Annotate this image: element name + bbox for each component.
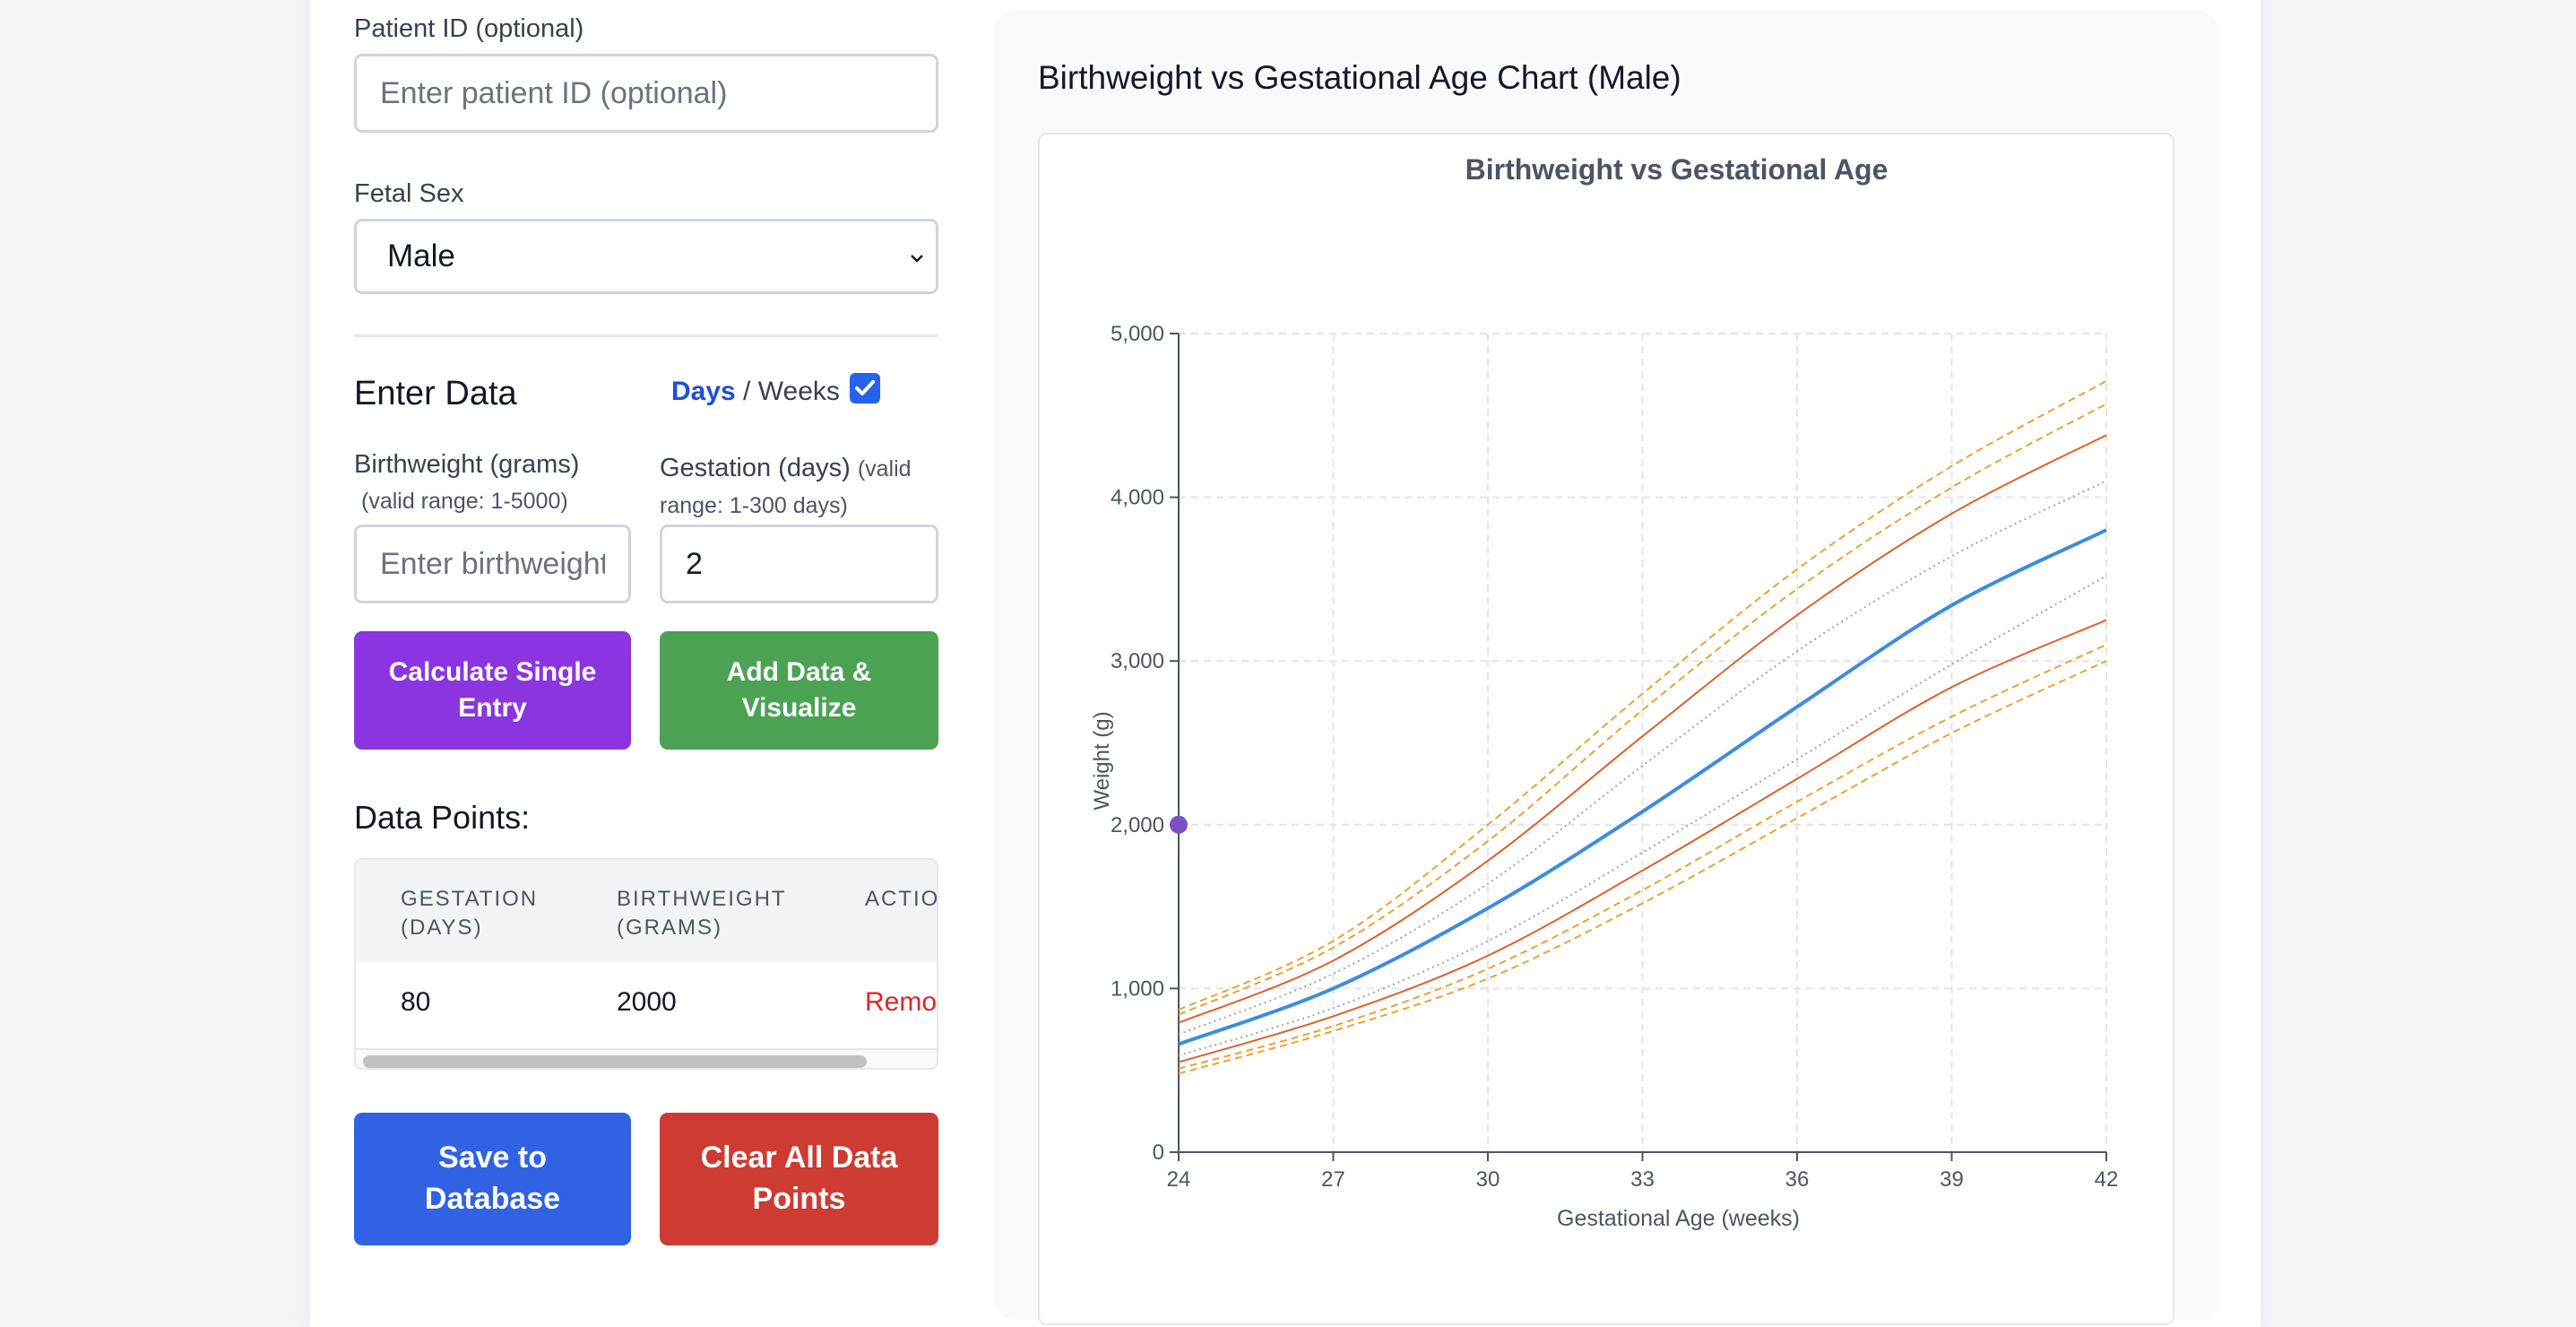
header-birthweight: BIRTHWEIGHT (GRAMS) bbox=[617, 885, 787, 943]
toggle-weeks-label: Weeks bbox=[757, 377, 840, 406]
gestation-label: Gestation (days) (valid range: 1-300 day… bbox=[660, 450, 947, 524]
y-tick-label: 2,000 bbox=[1111, 813, 1164, 837]
birthweight-hint: (valid range: 1-5000) bbox=[361, 489, 568, 514]
y-tick-label: 3,000 bbox=[1111, 649, 1164, 673]
days-weeks-checkbox[interactable] bbox=[850, 373, 880, 403]
y-tick-label: 1,000 bbox=[1111, 976, 1164, 1001]
calculate-button-line2: Entry bbox=[458, 693, 527, 723]
fetal-sex-value: Male bbox=[387, 239, 455, 273]
y-tick-label: 4,000 bbox=[1111, 486, 1164, 510]
chevron-down-icon bbox=[911, 255, 923, 263]
chart-container: Birthweight vs Gestational Age 24 27 30 33 36… bbox=[1038, 133, 2174, 1325]
data-points-table: GESTATION (DAYS) BIRTHWEIGHT (GRAMS) ACT… bbox=[354, 858, 938, 1070]
gestation-hint-1: (valid bbox=[857, 456, 912, 481]
series-line-dashed-outer bbox=[1178, 380, 2107, 1011]
header-gestation-line1: GESTATION bbox=[401, 887, 539, 911]
series-line-dashed-outer bbox=[1178, 403, 2107, 1016]
series-line-dashed-outer bbox=[1178, 660, 2107, 1075]
save-to-database-button[interactable]: Save to Database bbox=[354, 1113, 631, 1245]
x-tick-label: 42 bbox=[2095, 1167, 2119, 1192]
form-divider bbox=[354, 334, 938, 337]
series-line-solid-orange bbox=[1178, 619, 2107, 1063]
series-line-dotted-gray bbox=[1178, 575, 2107, 1057]
add-button-line2: Visualize bbox=[741, 693, 857, 723]
header-actions: ACTIO bbox=[865, 887, 938, 911]
calculate-single-entry-button[interactable]: Calculate Single Entry bbox=[354, 631, 631, 750]
patient-id-input[interactable] bbox=[354, 54, 938, 133]
clear-button-line1: Clear All Data bbox=[700, 1141, 898, 1175]
header-birthweight-line1: BIRTHWEIGHT bbox=[617, 887, 787, 911]
data-point bbox=[1170, 815, 1188, 834]
birthweight-chart: Birthweight vs Gestational Age 24 27 30 33 36… bbox=[1090, 153, 2119, 1231]
x-tick-label: 27 bbox=[1321, 1167, 1345, 1192]
chart-panel-heading: Birthweight vs Gestational Age Chart (Ma… bbox=[1038, 59, 1681, 96]
table-scrollbar[interactable] bbox=[356, 1048, 937, 1068]
header-birthweight-line2: (GRAMS) bbox=[617, 915, 722, 941]
remove-row-button[interactable]: Remov bbox=[865, 987, 938, 1017]
y-axis-label: Weight (g) bbox=[1090, 711, 1114, 810]
save-button-line1: Save to bbox=[438, 1141, 547, 1175]
y-tick-label: 0 bbox=[1153, 1141, 1164, 1165]
series-line-dashed-outer bbox=[1178, 644, 2107, 1070]
series-line-median bbox=[1178, 528, 2107, 1046]
x-tick-label: 33 bbox=[1630, 1167, 1655, 1192]
fetal-sex-select[interactable]: Male bbox=[354, 219, 938, 294]
toggle-separator: / bbox=[735, 377, 758, 406]
data-points-title: Data Points: bbox=[354, 799, 531, 836]
birthweight-input[interactable] bbox=[354, 525, 631, 603]
patient-id-label: Patient ID (optional) bbox=[354, 14, 584, 43]
enter-data-title: Enter Data bbox=[354, 375, 517, 412]
gestation-input[interactable] bbox=[660, 525, 938, 603]
clear-button-line2: Points bbox=[752, 1182, 846, 1216]
gestation-label-text: Gestation (days) bbox=[660, 454, 851, 482]
cell-gestation: 80 bbox=[401, 987, 431, 1017]
checkmark-icon bbox=[855, 380, 875, 395]
x-tick-label: 24 bbox=[1167, 1167, 1191, 1192]
y-tick-label: 5,000 bbox=[1111, 322, 1164, 346]
series-line-solid-orange bbox=[1178, 434, 2107, 1024]
cell-birthweight: 2000 bbox=[617, 987, 677, 1017]
birthweight-label-text: Birthweight (grams) bbox=[354, 450, 580, 479]
fetal-sex-label: Fetal Sex bbox=[354, 179, 464, 208]
chart-title: Birthweight vs Gestational Age bbox=[1465, 153, 1889, 186]
x-axis-label: Gestational Age (weeks) bbox=[1557, 1206, 1800, 1231]
calculate-button-line1: Calculate Single bbox=[388, 656, 597, 687]
gestation-hint-2: range: 1-300 days) bbox=[660, 493, 848, 518]
save-button-line2: Database bbox=[424, 1182, 561, 1216]
table-header: GESTATION (DAYS) BIRTHWEIGHT (GRAMS) ACT… bbox=[356, 860, 937, 962]
x-tick-label: 36 bbox=[1785, 1167, 1810, 1192]
header-gestation: GESTATION (DAYS) bbox=[401, 885, 538, 943]
table-scrollbar-thumb[interactable] bbox=[363, 1055, 867, 1068]
x-tick-label: 39 bbox=[1940, 1167, 1964, 1192]
add-data-visualize-button[interactable]: Add Data & Visualize bbox=[660, 631, 938, 750]
add-button-line1: Add Data & bbox=[726, 656, 872, 687]
header-gestation-line2: (DAYS) bbox=[401, 915, 483, 941]
x-tick-label: 30 bbox=[1476, 1167, 1500, 1192]
clear-all-data-points-button[interactable]: Clear All Data Points bbox=[660, 1113, 938, 1245]
days-weeks-toggle-label: Days / Weeks bbox=[671, 377, 840, 407]
toggle-days-label: Days bbox=[671, 377, 736, 406]
birthweight-label: Birthweight (grams) (valid range: 1-5000… bbox=[354, 450, 641, 523]
